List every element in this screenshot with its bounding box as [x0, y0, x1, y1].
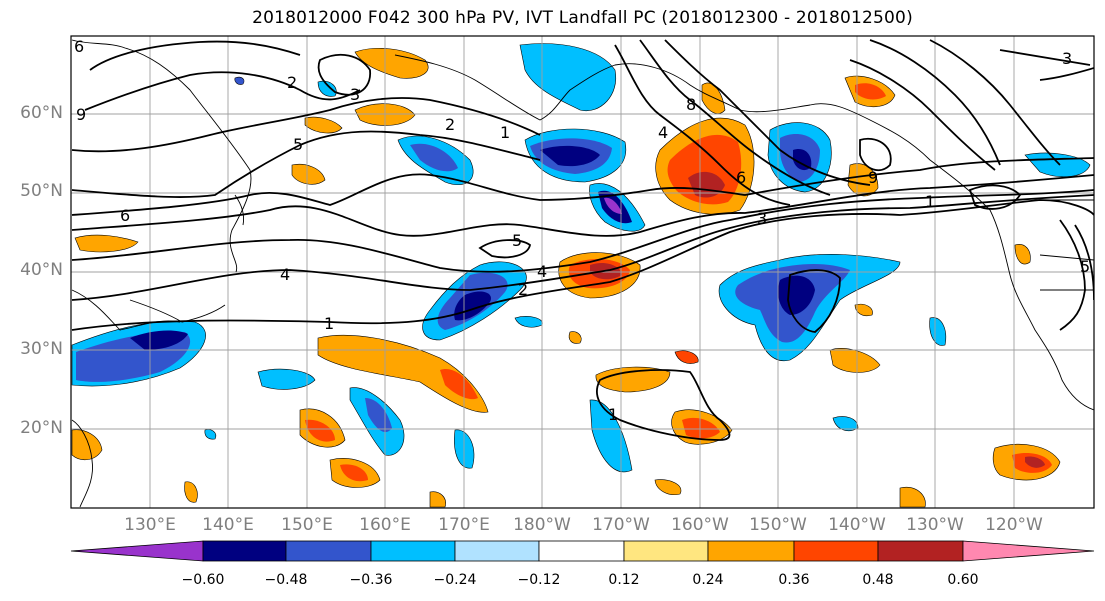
contour-label: 1	[608, 405, 618, 424]
colorbar-segment	[538, 540, 625, 562]
contour-label: 2	[445, 115, 455, 134]
colorbar-tick: 0.36	[778, 572, 810, 588]
colorbar-segment	[707, 540, 795, 562]
lon-label-140w: 140°W	[828, 515, 886, 535]
contour-label: 1	[500, 123, 510, 142]
lon-label-140e: 140°E	[202, 515, 254, 535]
contour-label: 2	[287, 73, 297, 92]
colorbar-segment	[454, 540, 540, 562]
lat-label-60n: 60°N	[20, 103, 63, 123]
colorbar-segment	[623, 540, 709, 562]
colorbar-extend-high	[962, 540, 1095, 562]
colorbar-segment	[285, 540, 372, 562]
lon-label-130w: 130°W	[906, 515, 964, 535]
colorbar-extend-low	[70, 540, 204, 562]
contour-label: 9	[868, 168, 878, 187]
lat-label-30n: 30°N	[20, 339, 63, 359]
lon-label-160e: 160°E	[359, 515, 411, 535]
contour-label: 5	[1080, 257, 1090, 276]
colorbar-segment	[877, 540, 964, 562]
lon-label-150e: 150°E	[281, 515, 333, 535]
map-panel: 2 3 2 1 4 8 6 5 6 3 1 9 4 5 4 2 1 1 6 3 …	[71, 36, 1094, 508]
lon-label-170w: 170°W	[592, 515, 650, 535]
colorbar-segment	[793, 540, 879, 562]
contour-label: 6	[120, 206, 130, 225]
colorbar	[70, 540, 1095, 562]
contour-label: 3	[350, 85, 360, 104]
contour-label: 1	[324, 314, 334, 333]
contour-label: 5	[293, 135, 303, 154]
contour-label: 3	[757, 209, 767, 228]
contour-label: 6	[74, 37, 84, 56]
contour-label: 2	[518, 280, 528, 299]
lon-label-120w: 120°W	[985, 515, 1043, 535]
colorbar-tick: 0.48	[862, 572, 894, 588]
contour-label: 8	[686, 95, 696, 114]
colorbar-tick: −0.60	[181, 572, 225, 588]
colorbar-tick: 0.24	[692, 572, 724, 588]
negative-anomaly-shading	[71, 43, 1091, 473]
lon-label-130e: 130°E	[124, 515, 176, 535]
lat-label-40n: 40°N	[20, 260, 63, 280]
colorbar-tick: 0.12	[608, 572, 640, 588]
lon-label-150w: 150°W	[749, 515, 807, 535]
lat-label-20n: 20°N	[20, 418, 63, 438]
contour-label: 6	[736, 168, 746, 187]
contour-label: 9	[76, 105, 86, 124]
contour-label: 5	[512, 231, 522, 250]
lat-label-50n: 50°N	[20, 181, 63, 201]
contour-label: 1	[925, 192, 935, 211]
colorbar-segment	[202, 540, 287, 562]
map-frame	[70, 35, 1095, 509]
colorbar-tick: 0.60	[947, 572, 979, 588]
coastlines	[71, 39, 1094, 508]
lon-label-180w: 180°W	[513, 515, 571, 535]
colorbar-segment	[370, 540, 456, 562]
map-title: 2018012000 F042 300 hPa PV, IVT Landfall…	[252, 8, 913, 28]
contour-label: 4	[280, 265, 290, 284]
colorbar-tick: −0.12	[517, 572, 561, 588]
contour-label: 3	[1062, 49, 1072, 68]
contour-label: 4	[658, 123, 668, 142]
contour-label: 4	[537, 262, 547, 281]
contour-labels: 2 3 2 1 4 8 6 5 6 3 1 9 4 5 4 2 1 1 6 3 …	[74, 37, 1090, 424]
colorbar-tick: −0.24	[433, 572, 477, 588]
colorbar-tick: −0.48	[264, 572, 308, 588]
pv-contours	[71, 39, 1094, 441]
colorbar-tick: −0.36	[349, 572, 393, 588]
lon-label-170e: 170°E	[438, 515, 490, 535]
lon-label-160w: 160°W	[671, 515, 729, 535]
